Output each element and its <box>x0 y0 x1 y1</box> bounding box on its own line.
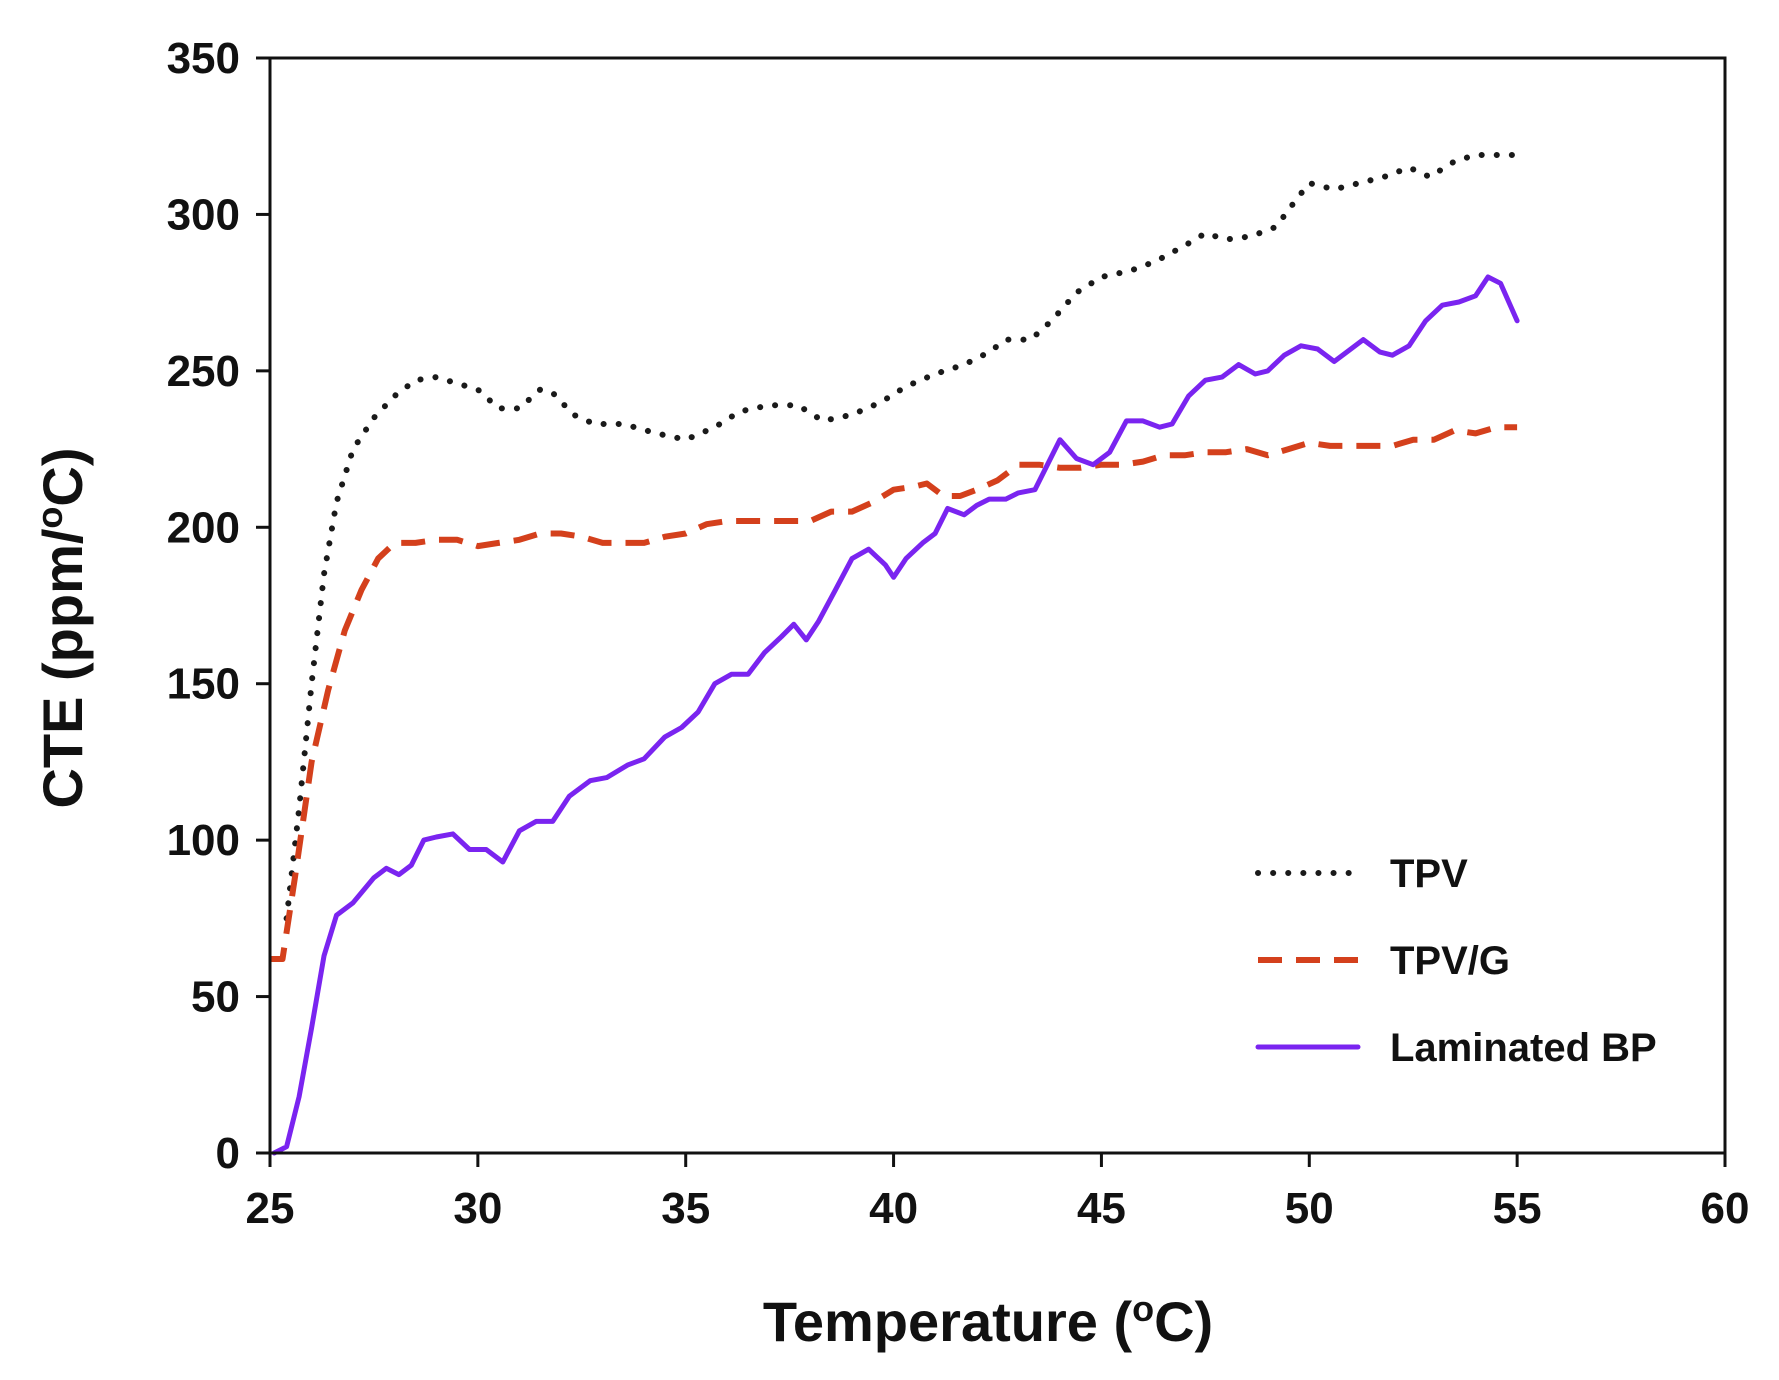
y-axis-title: CTE (ppm/oC) <box>29 447 94 808</box>
y-tick-label: 350 <box>167 34 240 83</box>
x-tick-label: 25 <box>246 1184 295 1233</box>
series-line-tpv <box>283 152 1521 922</box>
y-tick-label: 100 <box>167 816 240 865</box>
y-tick-label: 50 <box>191 973 240 1022</box>
plot-lines <box>270 152 1521 1156</box>
y-tick-label: 250 <box>167 347 240 396</box>
x-tick-label: 55 <box>1493 1184 1542 1233</box>
y-axis-ticks: 0 50 100 150 200 250 300 350 <box>167 34 270 1178</box>
y-tick-label: 0 <box>216 1129 240 1178</box>
x-axis-title: Temperature (oC) <box>763 1288 1213 1353</box>
x-axis-ticks: 25 30 35 40 45 50 55 60 <box>246 1153 1750 1233</box>
x-tick-label: 35 <box>661 1184 710 1233</box>
y-tick-label: 200 <box>167 503 240 552</box>
x-tick-label: 50 <box>1285 1184 1334 1233</box>
y-tick-label: 300 <box>167 190 240 239</box>
legend-label-tpv: TPV <box>1390 852 1468 896</box>
legend-label-tpv-g: TPV/G <box>1390 939 1510 983</box>
legend-label-laminated-bp: Laminated BP <box>1390 1026 1657 1070</box>
x-tick-label: 30 <box>453 1184 502 1233</box>
x-tick-label: 60 <box>1701 1184 1750 1233</box>
x-tick-label: 40 <box>869 1184 918 1233</box>
plot-area-frame <box>268 56 1727 1155</box>
x-tick-label: 45 <box>1077 1184 1126 1233</box>
series-line-laminated-bp <box>271 274 1520 1156</box>
y-tick-label: 150 <box>167 660 240 709</box>
series-line-tpv-g <box>270 424 1518 962</box>
legend: TPV TPV/G Laminated BP <box>1255 852 1657 1070</box>
